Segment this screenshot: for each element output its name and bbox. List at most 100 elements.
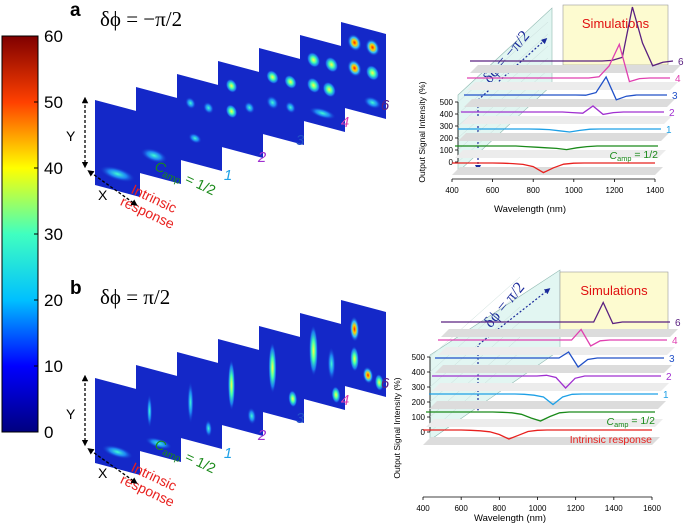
floor-strip	[464, 99, 675, 107]
x-arrow	[87, 170, 138, 206]
y-axis-label: Output Signal Intensity (%)	[392, 377, 402, 478]
heatmap-spot	[374, 373, 384, 392]
heatmap-spot	[285, 101, 296, 114]
label-after: = 1/2	[179, 447, 218, 477]
floor-strip	[438, 347, 675, 355]
x-tick-label: 800	[493, 504, 507, 513]
heatmap-image	[136, 87, 181, 184]
heatmap-image	[341, 22, 386, 119]
label-main: 3	[296, 410, 305, 427]
x-tick-label: 1000	[529, 504, 547, 513]
series-line	[470, 6, 674, 67]
panel-label: b	[70, 278, 82, 299]
label-main: 3	[296, 132, 305, 149]
label-after: = 1/2	[631, 149, 658, 161]
x-tick-label: 1400	[646, 186, 664, 195]
image-label: 4	[341, 392, 349, 409]
series-line	[455, 145, 658, 151]
floor-strip	[467, 82, 678, 90]
heatmap-background	[218, 61, 263, 158]
image-label: 4	[341, 114, 349, 131]
series-line	[441, 300, 670, 325]
floor-strip	[470, 65, 681, 73]
y-tick-label: 400	[440, 110, 454, 119]
heatmap-image	[341, 300, 386, 397]
x-tick-label: 1200	[606, 186, 624, 195]
heatmap-spot	[327, 346, 336, 381]
heatmap-spot	[203, 101, 214, 115]
heatmap-spot	[362, 366, 374, 384]
floor-strip	[455, 150, 666, 158]
heatmap-spot	[284, 74, 297, 89]
series-label: 6	[678, 57, 684, 68]
floor-strip	[452, 167, 663, 175]
y-axis-label: Output Signal Intensity (%)	[417, 81, 427, 182]
heatmap-spot	[188, 132, 202, 144]
simulations-label: Simulations	[582, 16, 650, 31]
heatmap-background	[95, 100, 140, 197]
heatmap-spot	[140, 147, 168, 164]
heatmap-image	[300, 35, 345, 132]
floor-strip	[432, 383, 669, 391]
colorbar-tick-label: 60	[44, 27, 63, 46]
x-tick-label: 1000	[565, 186, 583, 195]
series-label: 3	[669, 354, 675, 365]
floor-strip	[441, 329, 678, 337]
floor-strip	[429, 401, 666, 409]
y-tick-label: 200	[440, 134, 454, 143]
label-main: C	[610, 150, 618, 162]
y-arrow-label: Y	[66, 128, 76, 144]
label-main: 1	[224, 167, 232, 184]
heatmap-image	[259, 48, 304, 145]
image-label: 6	[381, 375, 390, 392]
x-arrow-label: X	[98, 465, 108, 481]
heatmap-background	[259, 326, 304, 423]
label-main: 2	[257, 427, 267, 444]
y-tick-label: 500	[412, 353, 426, 362]
series-line	[438, 328, 667, 347]
x-arrow	[87, 448, 138, 484]
heatmap-spot	[308, 107, 337, 120]
x-tick-label: 400	[445, 186, 459, 195]
y-tick-label: 100	[412, 413, 426, 422]
series-label: Intrinsic response	[570, 434, 652, 446]
series-line	[423, 429, 652, 440]
colorbar	[1, 35, 39, 433]
colorbar-tick-label: 30	[44, 225, 63, 244]
image-label: 3	[296, 410, 305, 427]
heatmap-spot	[309, 325, 319, 377]
heatmap-image	[300, 313, 345, 410]
series-label: 3	[672, 91, 678, 102]
y-tick-label: 300	[440, 122, 454, 131]
simulations-box	[562, 4, 669, 66]
heatmap-background	[218, 339, 263, 436]
x-tick-label: 1400	[605, 504, 623, 513]
colorbar-tick-label: 40	[44, 159, 63, 178]
x-tick-label: 1200	[567, 504, 585, 513]
image-label: 6	[381, 97, 390, 114]
y-tick-label: 0	[449, 158, 454, 167]
simulations-box	[559, 271, 669, 331]
y-tick-label: 400	[412, 368, 426, 377]
x-arrow-label: X	[98, 187, 108, 203]
series-label: Camp = 1/2	[607, 415, 656, 429]
heatmap-spot	[185, 96, 196, 110]
label-main: 2	[257, 149, 267, 166]
series-label: Camp = 1/2	[610, 149, 659, 163]
series-label: 6	[675, 318, 681, 329]
series-label: 2	[666, 372, 672, 383]
series-label: 2	[669, 108, 675, 119]
y-tick-label: 300	[412, 383, 426, 392]
panel-title: δϕ = −π/2	[100, 7, 182, 31]
image-label: 3	[296, 132, 305, 149]
colorbar-tick-label: 20	[44, 291, 63, 310]
label-after: = 1/2	[628, 415, 655, 427]
heatmap-background	[95, 378, 140, 475]
heatmap-spot	[347, 33, 362, 52]
x-axis-label: Wavelength (nm)	[494, 204, 566, 215]
floor-strip	[423, 437, 660, 445]
label-main: 1	[224, 445, 232, 462]
simulations-label: Simulations	[580, 283, 648, 298]
image-label: 2	[257, 427, 267, 444]
heatmap-spot	[247, 407, 257, 425]
